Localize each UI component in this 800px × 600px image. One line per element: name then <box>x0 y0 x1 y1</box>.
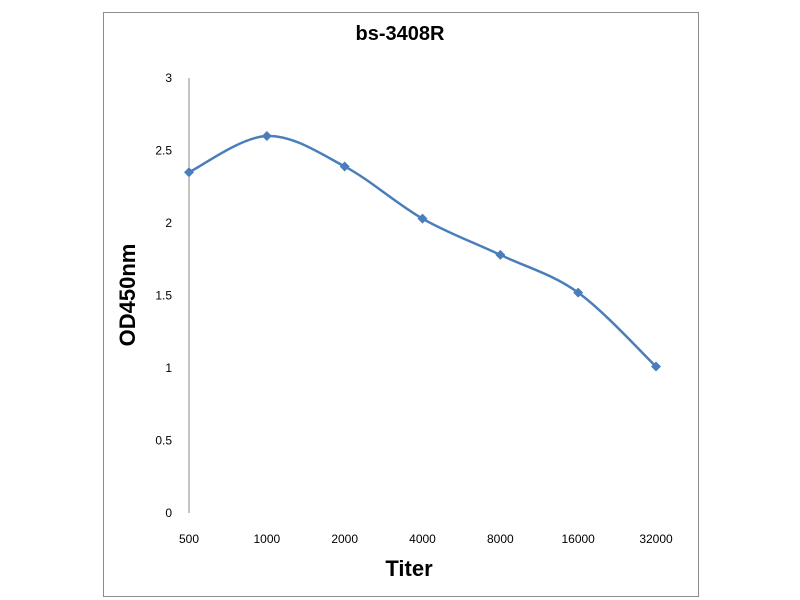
x-tick-label: 1000 <box>253 532 280 546</box>
data-point-marker <box>261 131 272 141</box>
data-point-marker <box>417 213 428 224</box>
series-line <box>188 134 657 368</box>
x-tick-label: 2000 <box>331 532 358 546</box>
y-tick-label: 1 <box>165 361 172 375</box>
x-tick-label: 8000 <box>487 532 514 546</box>
data-point-marker <box>495 249 506 260</box>
y-tick-label: 3 <box>165 71 172 85</box>
data-point-marker <box>573 287 584 298</box>
y-axis-label: OD450nm <box>115 244 140 347</box>
data-point-marker <box>184 167 194 178</box>
y-tick-label: 1.5 <box>155 289 172 303</box>
x-tick-label: 16000 <box>561 532 595 546</box>
y-tick-label: 0 <box>165 506 172 520</box>
y-tick-label: 2.5 <box>155 144 172 158</box>
x-axis-label: Titer <box>385 556 433 581</box>
data-point-marker <box>651 361 661 372</box>
y-tick-label: 2 <box>165 216 172 230</box>
x-tick-label: 500 <box>179 532 199 546</box>
x-tick-label: 32000 <box>639 532 673 546</box>
y-tick-label: 0.5 <box>155 434 172 448</box>
chart-title: bs-3408R <box>356 23 445 45</box>
chart-frame <box>103 12 699 597</box>
x-tick-label: 4000 <box>409 532 436 546</box>
data-point-marker <box>339 161 350 172</box>
